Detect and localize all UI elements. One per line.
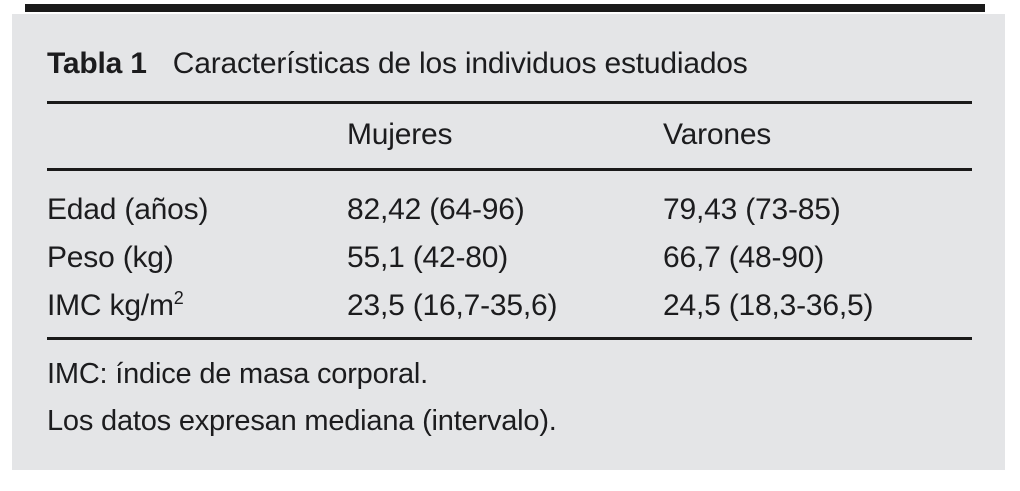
- column-header-mujeres: Mujeres: [347, 118, 453, 151]
- header-bottom-rule: [47, 168, 972, 171]
- table-body: Edad (años) 82,42 (64-96) 79,43 (73-85) …: [47, 186, 972, 330]
- cell-varones: 66,7 (48-90): [663, 241, 825, 274]
- cell-varones: 24,5 (18,3-36,5): [663, 289, 874, 322]
- row-label: Peso (kg): [47, 241, 174, 274]
- header-spacer: [47, 117, 347, 153]
- body-bottom-rule: [47, 337, 972, 340]
- table-top-rule: [25, 4, 985, 12]
- cell-varones: 79,43 (73-85): [663, 193, 841, 226]
- row-label: Edad (años): [47, 193, 209, 226]
- cell-mujeres: 82,42 (64-96): [347, 193, 525, 226]
- footnote-data-format: Los datos expresan mediana (intervalo).: [47, 405, 557, 437]
- table-number: Tabla 1: [47, 47, 147, 80]
- table-row: IMC kg/m2 23,5 (16,7-35,6) 24,5 (18,3-36…: [47, 282, 972, 330]
- table-header-row: Mujeres Varones: [47, 117, 972, 153]
- table-panel: Tabla 1 Características de los individuos…: [12, 14, 1005, 470]
- table-row: Peso (kg) 55,1 (42-80) 66,7 (48-90): [47, 234, 972, 282]
- column-header-varones: Varones: [663, 118, 772, 151]
- table-title: Tabla 1 Características de los individuos…: [47, 46, 972, 82]
- row-label: IMC kg/m2: [47, 288, 184, 322]
- table-row: Edad (años) 82,42 (64-96) 79,43 (73-85): [47, 186, 972, 234]
- table-footnotes: IMC: índice de masa corporal. Los datos …: [47, 351, 972, 445]
- table-caption: Características de los individuos estudi…: [172, 47, 748, 80]
- footnote-abbreviation: IMC: índice de masa corporal.: [47, 358, 429, 390]
- cell-mujeres: 55,1 (42-80): [347, 241, 509, 274]
- header-top-rule: [47, 101, 972, 104]
- cell-mujeres: 23,5 (16,7-35,6): [347, 289, 558, 322]
